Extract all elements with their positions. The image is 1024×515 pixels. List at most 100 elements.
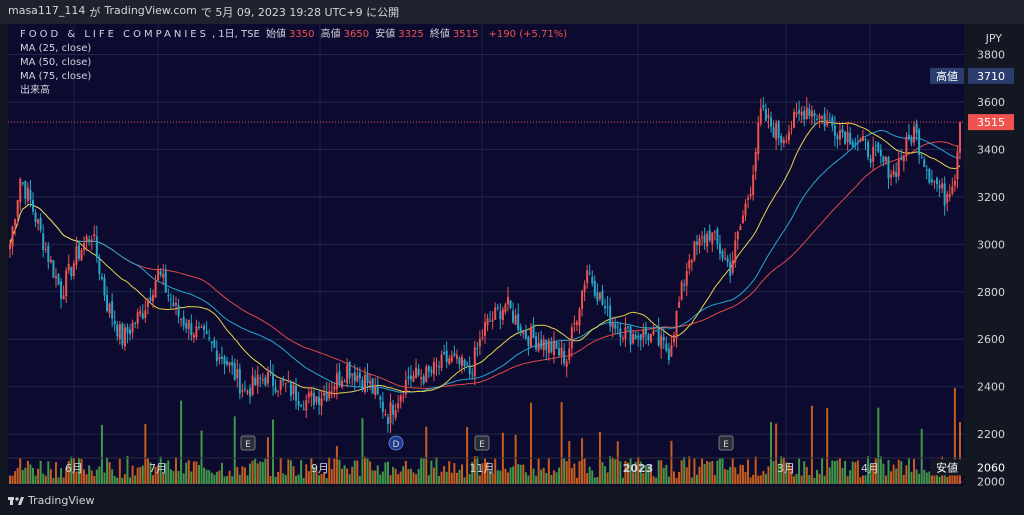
event-marker-label: E bbox=[245, 440, 251, 450]
author-name[interactable]: masa117_114 bbox=[8, 4, 86, 17]
volume-bar bbox=[575, 477, 578, 484]
candle-body bbox=[246, 390, 249, 394]
candle-body bbox=[9, 244, 11, 250]
volume-bar bbox=[601, 462, 604, 484]
candle-body bbox=[226, 360, 229, 365]
volume-bar bbox=[386, 461, 389, 484]
candle-body bbox=[560, 347, 563, 356]
candle-body bbox=[787, 131, 790, 141]
volume-bar bbox=[246, 475, 249, 484]
volume-bar bbox=[141, 465, 144, 484]
volume-bar bbox=[808, 475, 811, 484]
candle-body bbox=[826, 120, 829, 126]
volume-bar bbox=[343, 465, 346, 484]
candle-body bbox=[713, 231, 716, 233]
volume-bar bbox=[928, 471, 931, 484]
volume-bar bbox=[445, 471, 448, 484]
candle-body bbox=[261, 379, 264, 381]
volume-bar bbox=[494, 458, 497, 484]
volume-bar bbox=[292, 466, 295, 484]
candle-body bbox=[356, 375, 359, 382]
candle-body bbox=[749, 193, 752, 196]
candle-body bbox=[363, 374, 366, 393]
volume-bar bbox=[468, 474, 471, 484]
volume-bar bbox=[780, 456, 783, 484]
candle-body bbox=[37, 219, 40, 224]
candle-body bbox=[432, 362, 435, 375]
chart-frame[interactable]: E D E E JPY 2000 2200 2400 2600 2800 3000 3200 3400 3… bbox=[8, 24, 1016, 486]
candle-body bbox=[49, 259, 52, 263]
candle-body bbox=[619, 328, 622, 338]
volume-bar bbox=[333, 458, 336, 484]
candle-body bbox=[644, 327, 647, 335]
volume-bar bbox=[346, 468, 349, 484]
volume-bar bbox=[116, 477, 119, 484]
candle-body bbox=[333, 386, 336, 390]
candle-body bbox=[649, 333, 652, 343]
candle-body bbox=[448, 358, 451, 365]
candle-body bbox=[131, 322, 134, 333]
volume-bar bbox=[772, 461, 775, 484]
volume-bar bbox=[476, 456, 479, 484]
volume-bar bbox=[938, 476, 941, 484]
tradingview-logo[interactable]: TradingView bbox=[8, 494, 94, 507]
candle-body bbox=[734, 240, 737, 263]
candle-body bbox=[16, 199, 19, 217]
volume-bar bbox=[320, 474, 323, 484]
volume-bar bbox=[849, 470, 852, 484]
volume-bar bbox=[884, 475, 887, 484]
volume-bar bbox=[24, 467, 27, 484]
volume-bar bbox=[318, 475, 321, 484]
volume-bar bbox=[289, 460, 292, 484]
candle-body bbox=[821, 116, 824, 119]
candle-body bbox=[77, 244, 80, 259]
candle-body bbox=[838, 130, 841, 140]
volume-bar bbox=[695, 474, 698, 484]
ma75-line bbox=[9, 141, 961, 390]
candle-body bbox=[471, 373, 474, 375]
candle-body bbox=[197, 326, 200, 328]
volume-bar bbox=[568, 441, 571, 484]
price-chart[interactable]: E D E E JPY 2000 2200 2400 2600 2800 3000 3200 3400 3… bbox=[8, 24, 1016, 486]
volume-bar bbox=[21, 470, 24, 484]
volume-bar bbox=[586, 473, 589, 484]
candle-body bbox=[946, 194, 949, 203]
volume-bar bbox=[665, 464, 668, 484]
candle-body bbox=[264, 377, 267, 386]
candle-body bbox=[591, 276, 594, 284]
volume-bar bbox=[420, 457, 423, 484]
candle-body bbox=[185, 323, 188, 329]
volume-bar bbox=[251, 460, 254, 484]
platform-link[interactable]: TradingView.com bbox=[104, 4, 197, 17]
candle-body bbox=[501, 309, 504, 320]
candle-body bbox=[808, 108, 811, 116]
candle-body bbox=[647, 334, 650, 341]
candle-body bbox=[320, 398, 323, 406]
volume-bar bbox=[269, 475, 272, 484]
volume-bar bbox=[366, 457, 369, 484]
candle-body bbox=[494, 307, 497, 320]
volume-bar bbox=[491, 473, 494, 484]
candle-body bbox=[318, 396, 321, 405]
volume-bar bbox=[29, 464, 32, 484]
candle-body bbox=[149, 297, 152, 301]
candle-body bbox=[404, 379, 407, 395]
volume-bar bbox=[146, 458, 149, 484]
volume-bar bbox=[537, 458, 540, 484]
candle-body bbox=[62, 295, 65, 300]
price-tick-label: 3000 bbox=[977, 238, 1005, 251]
candle-body bbox=[920, 156, 923, 158]
volume-bar bbox=[430, 460, 433, 484]
volume-bar bbox=[810, 405, 813, 484]
candle-body bbox=[335, 373, 338, 390]
volume-bar bbox=[404, 460, 407, 484]
footer-brand: TradingView bbox=[28, 494, 95, 507]
candle-body bbox=[818, 115, 821, 119]
volume-bar bbox=[652, 476, 655, 484]
volume-bar bbox=[384, 462, 387, 484]
candle-body bbox=[461, 356, 464, 367]
volume-bar bbox=[670, 440, 673, 484]
volume-bar bbox=[721, 457, 724, 484]
volume-bar bbox=[203, 467, 206, 484]
candle-body bbox=[435, 364, 438, 366]
